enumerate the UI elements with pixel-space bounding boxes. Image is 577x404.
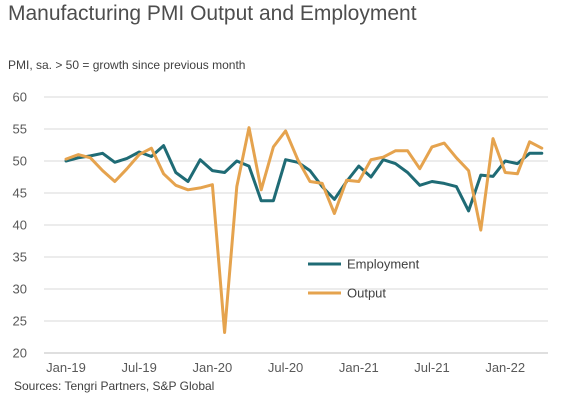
- legend: Employment Output: [308, 257, 420, 301]
- x-tick-Jul-20: Jul-20: [268, 360, 303, 375]
- y-tick-30: 30: [13, 282, 27, 297]
- series-lines: [64, 126, 544, 334]
- source-note: Sources: Tengri Partners, S&P Global: [14, 379, 215, 393]
- y-tick-labels: 20 25 30 35 40 45 50 55 60: [13, 90, 27, 361]
- y-tick-55: 55: [13, 122, 27, 137]
- x-tick-labels: Jan-19 Jul-19 Jan-20 Jul-20 Jan-21 Jul-21 Jan-…: [46, 360, 525, 375]
- gridlines: [44, 96, 548, 354]
- chart-title: Manufacturing PMI Output and Employment: [8, 2, 417, 25]
- x-tick-Jan-20: Jan-20: [193, 360, 233, 375]
- legend-label-output: Output: [347, 286, 386, 301]
- y-tick-20: 20: [13, 346, 27, 361]
- series-line-employment: [64, 144, 544, 213]
- y-tick-60: 60: [13, 90, 27, 105]
- y-tick-25: 25: [13, 314, 27, 329]
- x-tick-Jan-19: Jan-19: [46, 360, 86, 375]
- x-tick-Jul-19: Jul-19: [121, 360, 156, 375]
- x-tick-Jan-21: Jan-21: [339, 360, 379, 375]
- legend-label-employment: Employment: [347, 257, 420, 272]
- y-tick-35: 35: [13, 250, 27, 265]
- y-axis-label: PMI, sa. > 50 = growth since previous mo…: [8, 58, 246, 72]
- x-tick-Jan-22: Jan-22: [485, 360, 525, 375]
- x-tick-Jul-21: Jul-21: [414, 360, 449, 375]
- series-line-output: [64, 126, 544, 334]
- y-tick-45: 45: [13, 186, 27, 201]
- y-tick-50: 50: [13, 154, 27, 169]
- y-tick-40: 40: [13, 218, 27, 233]
